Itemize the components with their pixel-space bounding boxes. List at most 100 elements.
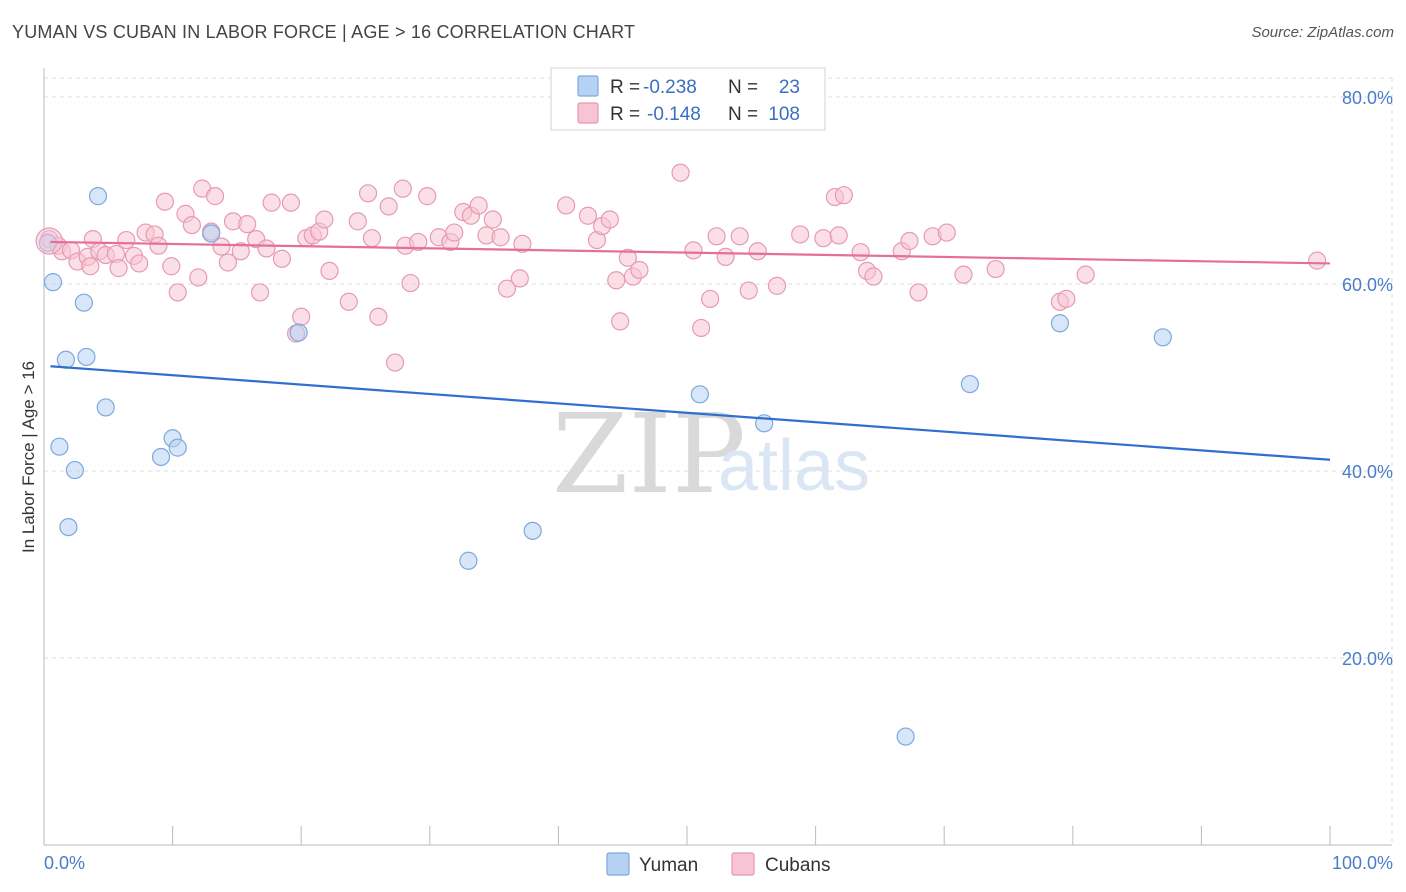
cuban-point-46 bbox=[348, 212, 367, 231]
cuban-point-36 bbox=[272, 249, 292, 268]
stats-box: R = -0.238 N = 23 R = -0.148 N = 108 bbox=[550, 67, 826, 131]
yuman-point-17 bbox=[690, 385, 709, 404]
cuban-point-105 bbox=[1057, 289, 1076, 309]
cuban-point-35 bbox=[262, 193, 281, 212]
cuban-point-81 bbox=[692, 318, 711, 338]
y-tick-label-1: 60.0% bbox=[1342, 275, 1393, 295]
cuban-point-39 bbox=[292, 307, 311, 326]
cuban-point-30 bbox=[231, 242, 250, 261]
cuban-point-96 bbox=[864, 267, 883, 286]
cuban-point-88 bbox=[767, 276, 787, 295]
cuban-point-69 bbox=[557, 196, 576, 215]
yuman-trend-line bbox=[50, 365, 1331, 461]
cuban-point-82 bbox=[701, 289, 720, 309]
data-points bbox=[35, 163, 1327, 746]
cuban-point-48 bbox=[362, 229, 382, 248]
cuban-point-83 bbox=[707, 227, 726, 246]
watermark: ZIP atlas bbox=[552, 390, 870, 518]
cuban-point-19 bbox=[162, 257, 181, 276]
cuban-point-23 bbox=[189, 268, 208, 287]
stats-r-value-yuman: -0.238 bbox=[643, 77, 697, 98]
cuban-point-66 bbox=[497, 279, 517, 298]
cuban-point-79 bbox=[671, 163, 690, 182]
cuban-point-103 bbox=[986, 259, 1005, 279]
cuban-point-37 bbox=[281, 193, 301, 212]
cuban-point-45 bbox=[339, 292, 358, 311]
stats-r-label-cuban: R = bbox=[610, 104, 640, 125]
cuban-point-76 bbox=[618, 248, 637, 267]
cuban-point-62 bbox=[469, 196, 488, 215]
watermark-zip: ZIP bbox=[552, 390, 746, 518]
cuban-point-49 bbox=[369, 307, 388, 326]
yuman-point-2 bbox=[74, 293, 93, 312]
yuman-point-19 bbox=[896, 727, 915, 746]
yuman-point-20 bbox=[960, 374, 980, 394]
yuman-point-7 bbox=[50, 437, 69, 456]
cuban-point-74 bbox=[607, 271, 626, 290]
cuban-point-51 bbox=[385, 353, 405, 372]
cuban-point-99 bbox=[909, 283, 928, 302]
yuman-point-13 bbox=[202, 224, 221, 243]
cuban-point-90 bbox=[814, 229, 833, 248]
x-tick-label-1: 100.0% bbox=[1332, 853, 1393, 873]
cuban-point-94 bbox=[851, 243, 870, 262]
watermark-atlas: atlas bbox=[718, 426, 870, 506]
yuman-point-5 bbox=[77, 347, 96, 367]
cuban-point-22 bbox=[182, 215, 201, 235]
legend-swatch-cubans[interactable] bbox=[731, 852, 755, 876]
cuban-point-52 bbox=[393, 179, 412, 198]
cuban-point-64 bbox=[483, 210, 502, 229]
chart-source: Source: ZipAtlas.com bbox=[1251, 24, 1394, 41]
x-tick-label-0: 0.0% bbox=[44, 853, 85, 873]
yuman-point-3 bbox=[88, 187, 108, 206]
cuban-point-86 bbox=[739, 281, 758, 300]
cuban-point-27 bbox=[212, 237, 231, 256]
legend-swatch-yuman[interactable] bbox=[606, 852, 630, 876]
cuban-point-70 bbox=[578, 206, 598, 225]
cuban-point-80 bbox=[684, 241, 703, 260]
y-tick-label-0: 80.0% bbox=[1342, 88, 1393, 108]
cuban-point-75 bbox=[611, 312, 630, 331]
chart-title: YUMAN VS CUBAN IN LABOR FORCE | AGE > 16… bbox=[12, 22, 636, 42]
stats-swatch-cuban bbox=[577, 102, 599, 124]
cuban-point-43 bbox=[315, 210, 334, 229]
cuban-point-6 bbox=[81, 257, 100, 276]
cuban-point-12 bbox=[117, 230, 136, 250]
stats-n-value-cuban: 108 bbox=[768, 104, 800, 125]
yuman-point-14 bbox=[289, 323, 308, 342]
cuban-point-28 bbox=[218, 253, 237, 272]
cuban-point-26 bbox=[205, 187, 225, 206]
yuman-point-4 bbox=[56, 350, 75, 369]
cuban-point-106 bbox=[1076, 265, 1095, 284]
stats-n-value-yuman: 23 bbox=[779, 77, 800, 98]
cuban-point-98 bbox=[900, 231, 919, 251]
cuban-point-107 bbox=[1308, 251, 1327, 270]
yuman-point-15 bbox=[459, 551, 478, 570]
yuman-point-10 bbox=[151, 447, 171, 467]
cuban-point-87 bbox=[748, 242, 767, 261]
cuban-point-65 bbox=[491, 228, 510, 247]
stats-r-value-cuban: -0.148 bbox=[647, 104, 701, 125]
legend-label-cubans[interactable]: Cubans bbox=[765, 855, 831, 876]
axes: 80.0% 60.0% 40.0% 20.0% 0.0% 100.0% bbox=[43, 68, 1393, 873]
yuman-point-8 bbox=[65, 460, 84, 480]
cuban-point-55 bbox=[409, 232, 428, 252]
cuban-point-93 bbox=[834, 186, 853, 205]
cuban-point-11 bbox=[109, 259, 128, 278]
yuman-point-6 bbox=[96, 398, 115, 417]
yuman-point-22 bbox=[1153, 328, 1172, 347]
stats-swatch-yuman bbox=[577, 75, 599, 97]
legend-label-yuman[interactable]: Yuman bbox=[639, 855, 698, 876]
cuban-point-59 bbox=[445, 223, 464, 242]
y-tick-label-3: 20.0% bbox=[1342, 649, 1393, 669]
stats-r-label-yuman: R = bbox=[610, 77, 640, 98]
cuban-point-101 bbox=[937, 223, 956, 242]
stats-n-label-cuban: N = bbox=[728, 104, 758, 125]
cuban-point-89 bbox=[791, 225, 810, 244]
cuban-point-67 bbox=[510, 269, 529, 288]
y-axis-label: In Labor Force | Age > 16 bbox=[19, 361, 38, 553]
stats-n-label-yuman: N = bbox=[728, 77, 758, 98]
cuban-point-54 bbox=[401, 273, 420, 293]
cuban-point-85 bbox=[730, 227, 749, 246]
